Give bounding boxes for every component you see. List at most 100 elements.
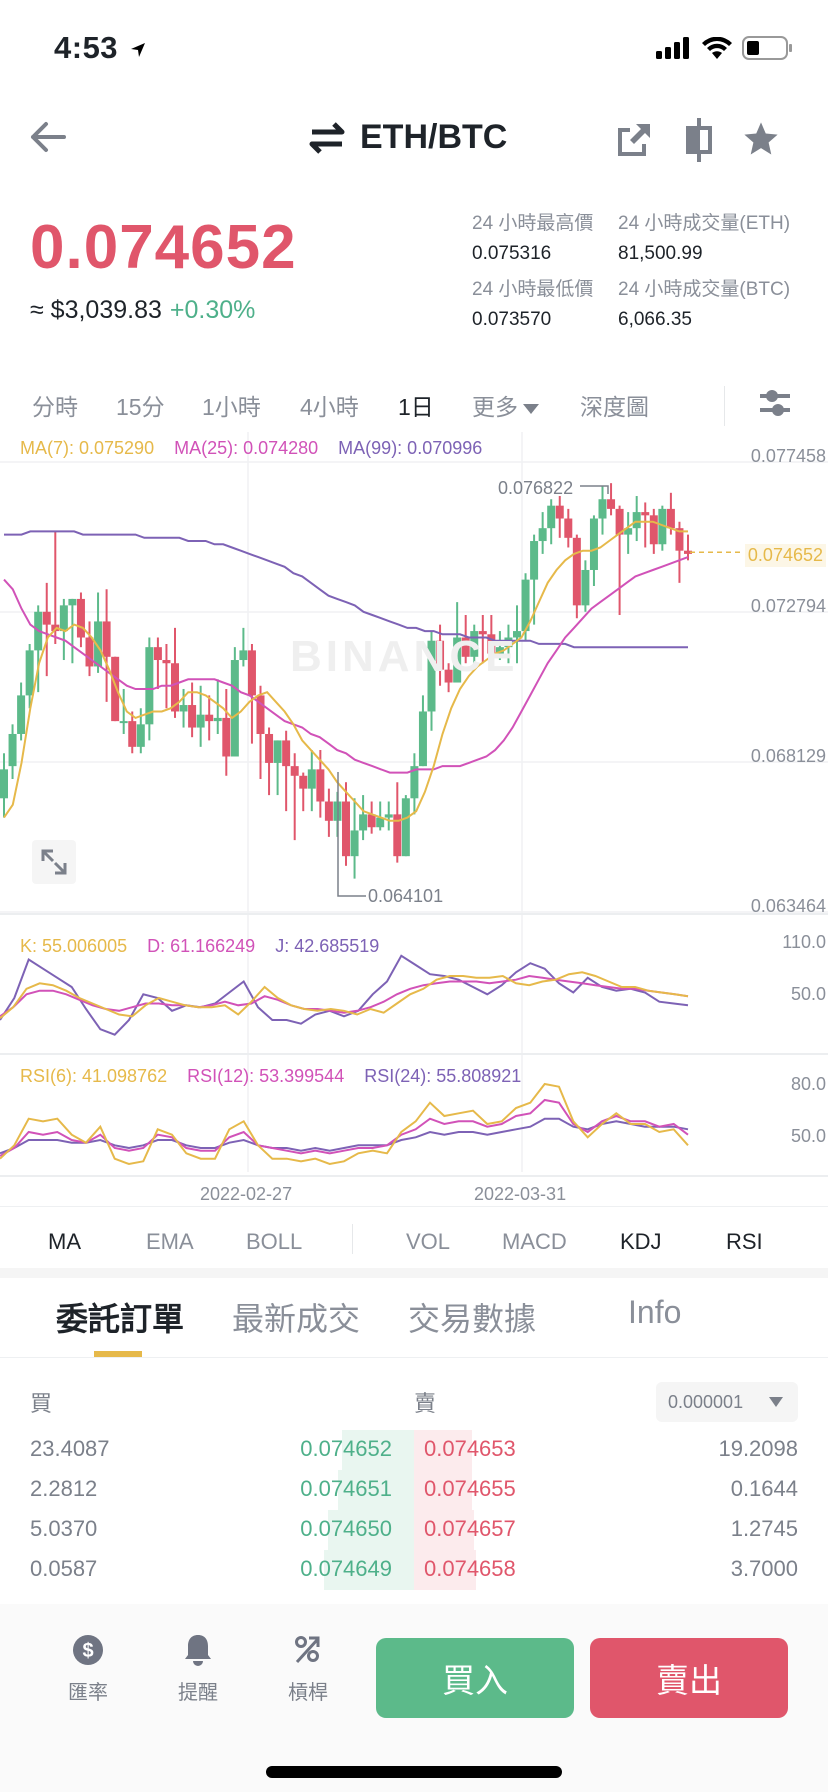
active-tab-underline xyxy=(94,1351,142,1357)
wifi-icon xyxy=(702,37,732,59)
caret-down-icon xyxy=(769,1397,783,1407)
legend-item: MA(25): 0.074280 xyxy=(174,438,319,458)
bell-icon xyxy=(185,1635,211,1666)
exchange-rate-button[interactable]: $ 匯率 xyxy=(48,1630,128,1705)
legend-item: D: 61.166249 xyxy=(147,936,256,956)
bid-depth-bar xyxy=(342,1430,414,1470)
ask-depth-bar xyxy=(414,1470,472,1510)
indicator-divider xyxy=(352,1224,353,1254)
interval-tab[interactable]: 深度圖 xyxy=(580,394,649,420)
svg-text:$: $ xyxy=(82,1640,93,1662)
indicator-tab[interactable]: EMA xyxy=(146,1229,194,1254)
chart-settings-button[interactable] xyxy=(758,388,792,422)
book-tab[interactable]: 最新成交 xyxy=(232,1301,361,1337)
settings-sliders-icon xyxy=(760,390,790,416)
status-time: 4:53 xyxy=(54,30,147,66)
sell-button[interactable]: 賣出 xyxy=(590,1638,788,1718)
legend-item: RSI(6): 41.098762 xyxy=(20,1066,168,1086)
indicator-tab[interactable]: MA xyxy=(48,1229,81,1254)
ask-price: 0.074653 xyxy=(424,1436,516,1461)
book-tab[interactable]: 委託訂單 xyxy=(56,1301,185,1337)
star-icon xyxy=(744,122,778,155)
current-price-tag: 0.074652 xyxy=(744,544,826,567)
kdj-axis-label: 50.0 xyxy=(790,984,826,1004)
interval-bar: 分時 15分 1小時 4小時 1日 更多 深度圖 xyxy=(0,380,828,430)
kdj-legend: K: 55.006005 D: 61.166249 J: 42.685519 xyxy=(20,936,379,957)
price-sub: ≈ $3,039.83 +0.30% xyxy=(30,296,255,325)
price-axis-label: 0.077458 xyxy=(750,446,826,466)
ma-legend: MA(7): 0.075290 MA(25): 0.074280 MA(99): 0… xyxy=(20,438,482,459)
share-icon xyxy=(618,124,650,156)
date-label: 2022-02-27 xyxy=(200,1184,293,1204)
ask-price: 0.074657 xyxy=(424,1516,516,1541)
price-axis-label: 0.063464 xyxy=(750,896,826,916)
price-chart[interactable] xyxy=(0,432,828,1202)
indicator-tab[interactable]: BOLL xyxy=(246,1229,303,1254)
location-arrow-icon xyxy=(131,42,146,57)
favorite-button[interactable] xyxy=(742,120,780,162)
share-button[interactable] xyxy=(616,122,652,162)
book-tab[interactable]: 交易數據 xyxy=(408,1301,537,1337)
ask-depth-bar xyxy=(414,1430,472,1470)
precision-select[interactable]: 0.000001 xyxy=(656,1382,798,1422)
candlestick-icon xyxy=(686,118,712,162)
usd-price: ≈ $3,039.83 xyxy=(30,296,162,324)
bid-depth-bar xyxy=(338,1470,414,1510)
low-marker-label: 0.064101 xyxy=(368,886,444,906)
ask-header: 賣 xyxy=(414,1392,437,1417)
date-label: 2022-03-31 xyxy=(474,1184,567,1204)
high-marker-label: 0.076822 xyxy=(498,478,574,498)
interval-tab[interactable]: 分時 xyxy=(32,394,78,420)
interval-tab[interactable]: 更多 xyxy=(472,388,540,422)
pair-title[interactable]: ETH/BTC xyxy=(308,118,507,157)
legend-item: RSI(24): 55.808921 xyxy=(364,1066,522,1086)
indicator-tab[interactable]: RSI xyxy=(726,1229,763,1254)
back-button[interactable] xyxy=(28,120,68,154)
order-book-row[interactable]: 0.0587 0.074649 0.074658 3.7000 xyxy=(0,1556,828,1596)
order-book-row[interactable]: 2.2812 0.074651 0.074655 0.1644 xyxy=(0,1476,828,1516)
dollar-icon: $ xyxy=(73,1635,103,1665)
legend-item: MA(99): 0.070996 xyxy=(338,438,483,458)
change-percent: +0.30% xyxy=(169,296,256,324)
interval-tab[interactable]: 1小時 xyxy=(202,394,261,420)
rsi-axis-label: 50.0 xyxy=(790,1126,826,1146)
ask-price: 0.074658 xyxy=(424,1556,516,1581)
ask-depth-bar xyxy=(414,1550,476,1590)
swap-icon xyxy=(309,121,345,154)
leverage-button[interactable]: 槓桿 xyxy=(268,1630,348,1705)
price-axis-label: 0.068129 xyxy=(750,746,826,766)
home-indicator[interactable] xyxy=(266,1766,562,1778)
ask-quantity: 1.2745 xyxy=(730,1516,798,1541)
status-icons xyxy=(656,36,792,60)
book-tabs: 委託訂單 最新成交 交易數據 Info xyxy=(0,1280,828,1358)
ask-depth-bar xyxy=(414,1510,474,1550)
indicator-tab[interactable]: VOL xyxy=(406,1229,451,1254)
bid-price: 0.074650 xyxy=(300,1516,392,1541)
bid-quantity: 23.4087 xyxy=(30,1436,110,1461)
order-book-row[interactable]: 23.4087 0.074652 0.074653 19.2098 xyxy=(0,1436,828,1476)
interval-divider xyxy=(724,386,725,426)
interval-tab[interactable]: 4小時 xyxy=(300,394,359,420)
legend-item: K: 55.006005 xyxy=(20,936,128,956)
ask-price: 0.074655 xyxy=(424,1476,516,1501)
indicator-tab[interactable]: KDJ xyxy=(620,1229,662,1254)
ask-quantity: 3.7000 xyxy=(730,1556,798,1581)
order-book-row[interactable]: 5.0370 0.074650 0.074657 1.2745 xyxy=(0,1516,828,1556)
buy-button[interactable]: 買入 xyxy=(376,1638,574,1718)
alert-button[interactable]: 提醒 xyxy=(158,1630,238,1705)
bid-quantity: 0.0587 xyxy=(30,1556,98,1581)
bottom-bar: $ 匯率 提醒 槓桿 買入 賣出 xyxy=(0,1604,828,1792)
leverage-icon xyxy=(295,1636,320,1664)
rsi-axis-label: 80.0 xyxy=(790,1074,826,1094)
stat-24h-vol-btc: 24 小時成交量(BTC) 6,066.35 xyxy=(618,279,791,330)
ask-quantity: 0.1644 xyxy=(730,1476,798,1501)
legend-item: J: 42.685519 xyxy=(275,936,380,956)
fullscreen-button[interactable] xyxy=(32,840,76,884)
indicator-tab[interactable]: MACD xyxy=(502,1229,567,1254)
expand-icon xyxy=(41,849,67,875)
chart-type-button[interactable] xyxy=(684,118,714,166)
watermark: BINANCE xyxy=(290,632,519,681)
interval-tab[interactable]: 15分 xyxy=(116,394,165,420)
interval-tab[interactable]: 1日 xyxy=(398,394,434,420)
book-tab[interactable]: Info xyxy=(628,1294,682,1330)
